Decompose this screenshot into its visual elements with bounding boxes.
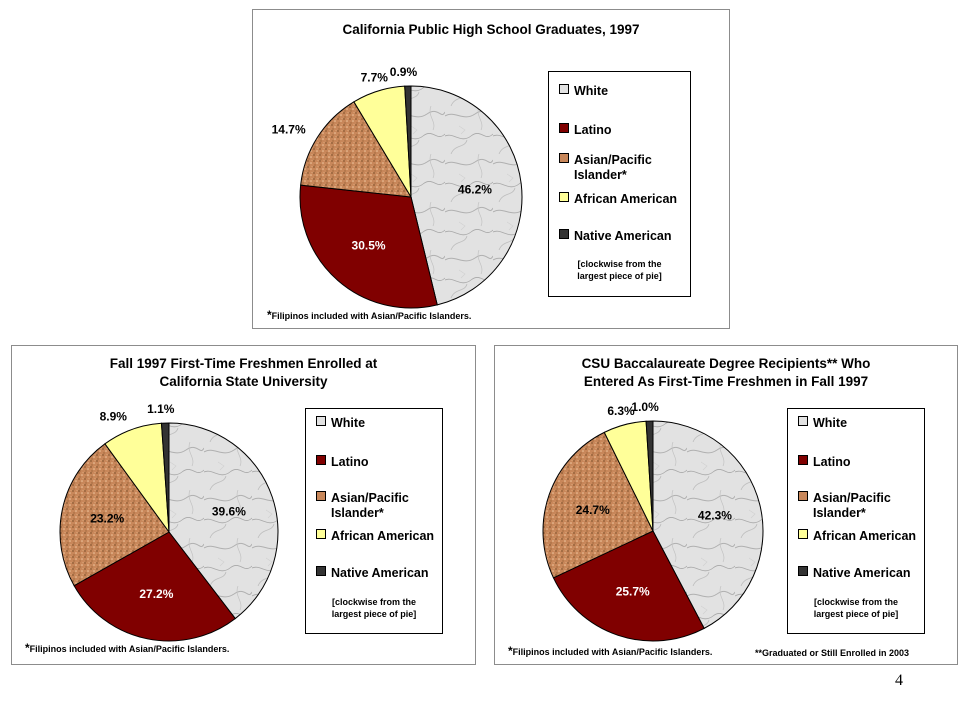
pie-data-label: 8.9%	[100, 409, 128, 423]
pie-slice-native-american	[160, 422, 170, 533]
pie-chart: 39.6% 27.2% 23.2% 8.9% 1.1%	[59, 402, 279, 642]
pie-data-label: 1.1%	[147, 402, 175, 416]
pie-data-label: 46.2%	[458, 182, 492, 196]
footnote: *Filipinos included with Asian/Pacific I…	[267, 308, 472, 322]
legend-item-native-american: Native American	[559, 229, 672, 244]
chart-panel-hs-graduates: California Public High School Graduates,…	[252, 9, 730, 329]
legend-note: [clockwise from the largest piece of pie]	[813, 597, 899, 619]
legend-swatch-native-american	[559, 229, 569, 239]
legend-swatch-white	[316, 416, 326, 426]
legend-item-asian-pacific: Asian/Pacific Islander*	[798, 491, 891, 521]
pie-data-label: 14.7%	[272, 123, 306, 137]
chart-panel-csu-degree-recipients: CSU Baccalaureate Degree Recipients** Wh…	[494, 345, 958, 665]
legend-item-african-american: African American	[316, 529, 434, 544]
pie-chart: 46.2% 30.5% 14.7% 7.7% 0.9%	[272, 65, 523, 309]
legend-swatch-african-american	[798, 529, 808, 539]
legend-swatch-asian-pacific	[798, 491, 808, 501]
legend-item-white: White	[559, 84, 608, 99]
pie-data-label: 24.7%	[576, 503, 610, 517]
legend-item-native-american: Native American	[798, 566, 911, 581]
footnote-graduated: **Graduated or Still Enrolled in 2003	[755, 648, 910, 658]
pie-slice-white	[168, 422, 279, 620]
pie-data-label: 25.7%	[616, 584, 650, 598]
pie-data-label: 42.3%	[698, 509, 732, 523]
footnote: *Filipinos included with Asian/Pacific I…	[25, 641, 230, 655]
legend-swatch-latino	[316, 455, 326, 465]
chart-legend: White Latino Asian/Pacific Islander* Afri…	[787, 408, 925, 634]
legend-swatch-latino	[798, 455, 808, 465]
legend-item-white: White	[798, 416, 847, 431]
pie-slice-asian-pacific	[300, 101, 412, 198]
legend-swatch-african-american	[316, 529, 326, 539]
legend-swatch-latino	[559, 123, 569, 133]
pie-slice-native-american	[645, 420, 654, 532]
footnote: *Filipinos included with Asian/Pacific I…	[508, 644, 713, 658]
pie-slice-native-american	[404, 85, 412, 198]
pie-data-label: 27.2%	[139, 587, 173, 601]
pie-data-label: 23.2%	[90, 512, 124, 526]
legend-swatch-african-american	[559, 192, 569, 202]
legend-note: [clockwise from the largest piece of pie]	[331, 597, 417, 619]
chart-title: California Public High School Graduates,…	[342, 22, 640, 37]
pie-data-label: 0.9%	[390, 65, 418, 79]
legend-item-latino: Latino	[559, 123, 612, 138]
pie-data-label: 7.7%	[361, 71, 389, 85]
pie-slice-latino	[73, 531, 236, 642]
pie-slice-latino	[299, 184, 438, 309]
pie-slice-white	[410, 85, 523, 306]
legend-item-asian-pacific: Asian/Pacific Islander*	[559, 153, 652, 183]
legend-swatch-native-american	[798, 566, 808, 576]
chart-title: CSU Baccalaureate Degree Recipients** Wh…	[581, 356, 871, 389]
pie-slice-asian-pacific	[542, 431, 654, 579]
pie-chart: 42.3% 25.7% 24.7% 6.3%1.0%	[542, 400, 764, 642]
legend-swatch-white	[798, 416, 808, 426]
legend-swatch-native-american	[316, 566, 326, 576]
chart-legend: White Latino Asian/Pacific Islander* Afri…	[305, 408, 443, 634]
legend-item-latino: Latino	[798, 455, 851, 470]
legend-swatch-white	[559, 84, 569, 94]
legend-item-latino: Latino	[316, 455, 369, 470]
legend-swatch-asian-pacific	[559, 153, 569, 163]
chart-title: Fall 1997 First-Time Freshmen Enrolled a…	[109, 356, 378, 389]
legend-item-white: White	[316, 416, 365, 431]
chart-legend: White Latino Asian/Pacific Islander* Afri…	[548, 71, 691, 297]
legend-item-asian-pacific: Asian/Pacific Islander*	[316, 491, 409, 521]
pie-slice-latino	[552, 530, 705, 642]
pie-slice-white	[652, 420, 764, 630]
pie-slice-asian-pacific	[59, 443, 170, 587]
pie-data-label: 39.6%	[212, 505, 246, 519]
page-number: 4	[895, 672, 903, 689]
legend-item-native-american: Native American	[316, 566, 429, 581]
pie-data-label: 1.0%	[631, 400, 659, 414]
legend-swatch-asian-pacific	[316, 491, 326, 501]
legend-item-african-american: African American	[559, 192, 677, 207]
legend-note: [clockwise from the largest piece of pie]	[577, 259, 662, 281]
pie-data-label: 6.3%	[607, 404, 635, 418]
pie-data-label: 30.5%	[352, 238, 386, 252]
chart-panel-fall-1997-freshmen: Fall 1997 First-Time Freshmen Enrolled a…	[11, 345, 476, 665]
legend-item-african-american: African American	[798, 529, 916, 544]
